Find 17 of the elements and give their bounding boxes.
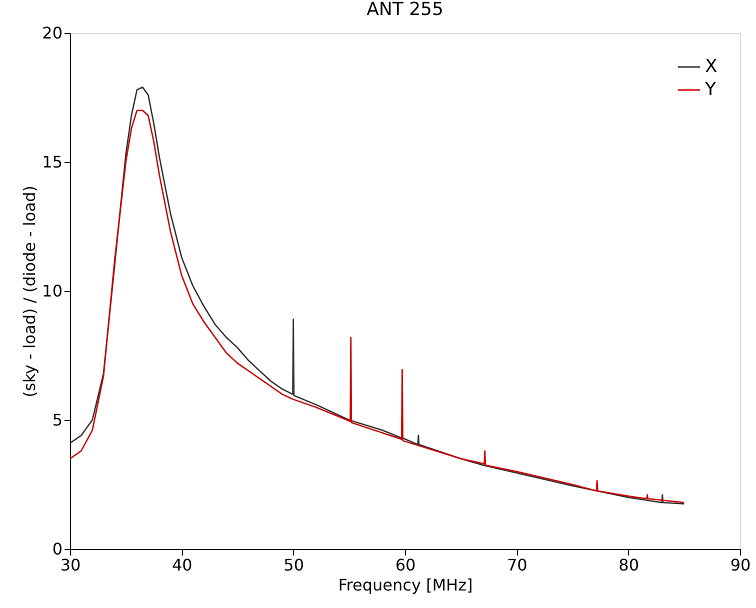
chart-title: ANT 255 xyxy=(366,0,444,20)
x-tick-label: 40 xyxy=(172,556,192,574)
x-tick-label: 30 xyxy=(60,556,81,574)
legend-label: Y xyxy=(704,79,717,100)
y-tick-label: 0 xyxy=(52,540,62,558)
x-tick-label: 80 xyxy=(618,556,640,574)
y-tick-label: 5 xyxy=(52,410,62,430)
x-axis-title: Frequency [MHz] xyxy=(338,576,473,594)
x-tick-label: 60 xyxy=(395,556,416,574)
y-axis-title: (sky - load) / (diode - load) xyxy=(20,186,40,398)
y-tick-label: 20 xyxy=(42,24,62,42)
y-tick-label: 10 xyxy=(42,282,62,300)
y-tick-label: 15 xyxy=(42,152,62,172)
x-tick-label: 50 xyxy=(284,556,304,574)
x-tick-label: 90 xyxy=(730,556,751,574)
legend-label: X xyxy=(705,56,718,77)
x-tick-label: 70 xyxy=(506,556,528,574)
